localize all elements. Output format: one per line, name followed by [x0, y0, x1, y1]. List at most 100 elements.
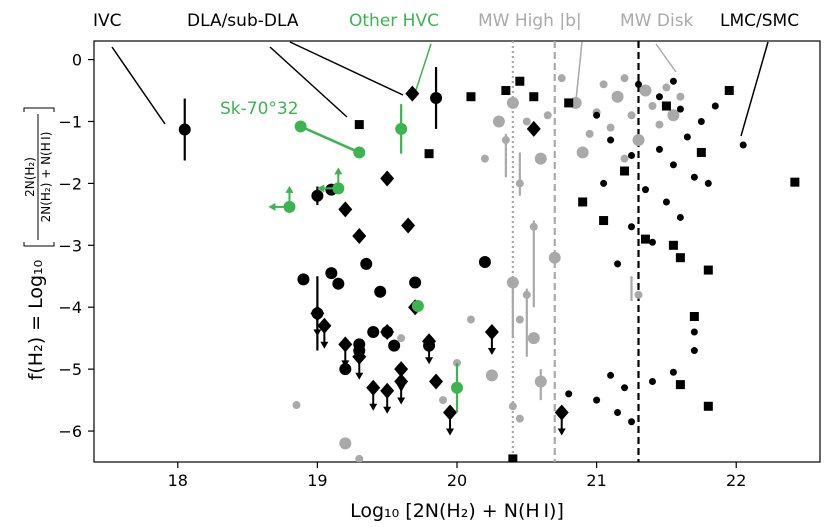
y-tick-label-1: −1 — [58, 112, 82, 131]
sk7032-link — [300, 125, 360, 154]
point-dla-sub-dla-17-head — [446, 428, 455, 436]
point-other-hvc-3-head-left — [268, 202, 276, 211]
point-lmc-smc-small-7 — [690, 173, 698, 181]
leader-dla-2 — [289, 41, 404, 96]
point-dla-sub-dla-2 — [401, 217, 416, 234]
point-dla-sub-dla-6-head — [320, 341, 329, 349]
point-other-hvc-3 — [283, 200, 296, 213]
point-mw-high-b-mw-disk-42 — [548, 251, 561, 264]
point-dla-sub-dla-1 — [352, 228, 367, 245]
point-lmc-smc-small-26 — [648, 378, 656, 386]
point-dla-sub-dla-17 — [443, 404, 458, 421]
point-dla-sub-dla-8-head — [355, 372, 364, 380]
point-lmc-smc-3 — [501, 86, 511, 96]
label-mw-high-b: MW High |b| — [478, 11, 582, 31]
point-lmc-smc-small-25 — [628, 418, 636, 426]
y-tick-label-5: −5 — [58, 360, 82, 379]
point-ivc-8 — [409, 276, 422, 289]
point-other-hvc-5 — [411, 299, 424, 312]
point-lmc-smc-10 — [640, 234, 650, 244]
point-dla-sub-dla-15 — [422, 333, 437, 350]
point-lmc-smc-small-13 — [614, 260, 622, 268]
point-mw-high-b-mw-disk-10 — [508, 402, 517, 411]
point-dla-sub-dla-11-head — [369, 403, 378, 411]
point-dla-sub-dla-9 — [380, 323, 395, 340]
point-lmc-smc-7 — [578, 197, 588, 207]
point-other-hvc-2 — [395, 122, 408, 135]
point-lmc-smc-11 — [668, 240, 678, 250]
point-dla-sub-dla-19 — [526, 120, 541, 137]
leader-hvc — [415, 43, 432, 91]
y-tick-label-2: −2 — [58, 174, 82, 193]
point-mw-high-b-mw-disk-35 — [292, 401, 301, 410]
point-lmc-smc-small-21 — [690, 347, 698, 355]
point-ivc-7 — [374, 285, 387, 298]
point-mw-high-b-mw-disk-19 — [620, 74, 629, 83]
y-axis-label-den: 2N(H₂) + N(H I) — [39, 132, 53, 223]
point-lmc-smc-small-6 — [669, 161, 677, 169]
point-lmc-smc-small-12 — [648, 238, 656, 246]
label-other-hvc: Other HVC — [349, 11, 439, 31]
point-mw-high-b-mw-disk-1 — [522, 117, 531, 126]
point-lmc-smc-small-9 — [662, 198, 670, 206]
point-mw-high-b-mw-disk-27 — [667, 109, 680, 122]
point-lmc-smc-small-27 — [669, 368, 677, 376]
point-mw-high-b-mw-disk-18 — [611, 90, 624, 103]
point-lmc-smc-small-18 — [600, 179, 608, 187]
point-lmc-smc-small-3 — [697, 117, 705, 125]
point-dla-sub-dla-7-head — [341, 360, 350, 368]
point-dla-sub-dla-12 — [380, 382, 395, 399]
point-mw-high-b-mw-disk-28 — [676, 92, 685, 101]
point-other-hvc-6 — [451, 381, 463, 394]
point-dla-sub-dla-4 — [405, 85, 420, 102]
point-mw-high-b-mw-disk-38 — [634, 290, 643, 299]
y-axis-label-num: 2N(H₂) — [23, 157, 37, 197]
point-lmc-smc-5 — [529, 92, 539, 102]
point-ivc-4 — [297, 273, 310, 286]
point-mw-high-b-mw-disk-30 — [576, 146, 589, 159]
point-mw-high-b-mw-disk-21 — [639, 84, 652, 97]
point-lmc-smc-small-15 — [739, 141, 747, 149]
point-mw-high-b-mw-disk-16 — [585, 129, 594, 138]
point-ivc-3 — [360, 257, 373, 270]
point-lmc-smc-21 — [661, 101, 671, 111]
point-lmc-smc-9 — [620, 166, 630, 176]
point-lmc-smc-19 — [508, 454, 518, 462]
leader-mw-high — [575, 41, 583, 101]
point-ivc-6 — [332, 277, 345, 290]
label-lmc-smc: LMC/SMC — [720, 11, 799, 31]
point-mw-high-b-mw-disk-9 — [527, 332, 540, 345]
point-mw-high-b-mw-disk-31 — [620, 154, 629, 163]
point-lmc-smc-small-1 — [655, 93, 663, 101]
point-lmc-smc-small-29 — [565, 390, 573, 398]
point-lmc-smc-small-20 — [690, 328, 698, 336]
point-lmc-smc-small-5 — [655, 145, 663, 153]
point-mw-high-b-mw-disk-17 — [599, 80, 608, 89]
point-lmc-smc-small-0 — [635, 80, 642, 88]
point-lmc-smc-4 — [515, 76, 525, 86]
point-other-hvc-1 — [353, 146, 366, 159]
point-mw-high-b-mw-disk-34 — [397, 334, 406, 343]
point-dla-sub-dla-3 — [380, 170, 395, 187]
point-dla-sub-dla-18-head — [487, 347, 496, 355]
point-lmc-smc-small-16 — [593, 111, 601, 119]
point-lmc-smc-small-23 — [621, 384, 629, 392]
x-tick-label-3: 21 — [586, 471, 606, 490]
y-axis-label-lhs: f(H₂) = Log₁₀ — [25, 260, 47, 381]
point-ivc-11 — [367, 325, 380, 338]
point-mw-high-b-mw-disk-36 — [339, 437, 352, 450]
point-lmc-smc-small-8 — [641, 186, 649, 194]
point-mw-high-b-mw-disk-33 — [485, 369, 498, 382]
point-dla-sub-dla-18 — [484, 323, 499, 340]
x-tick-label-1: 19 — [307, 471, 327, 490]
point-mw-high-b-mw-disk-13 — [543, 111, 552, 120]
point-lmc-smc-small-30 — [711, 102, 719, 110]
point-lmc-smc-17 — [790, 177, 800, 187]
point-dla-sub-dla-13 — [394, 373, 409, 390]
point-lmc-smc-20 — [696, 147, 706, 157]
point-lmc-smc-small-11 — [628, 223, 636, 231]
leader-ivc — [111, 46, 166, 125]
point-mw-high-b-mw-disk-20 — [627, 111, 636, 120]
point-lmc-smc-8 — [599, 216, 609, 226]
point-dla-sub-dla-13-head — [397, 397, 406, 405]
